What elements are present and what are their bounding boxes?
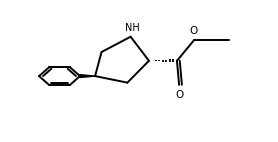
Text: O: O — [175, 90, 183, 100]
Text: O: O — [189, 26, 197, 36]
Text: NH: NH — [125, 23, 140, 33]
Polygon shape — [80, 75, 95, 78]
